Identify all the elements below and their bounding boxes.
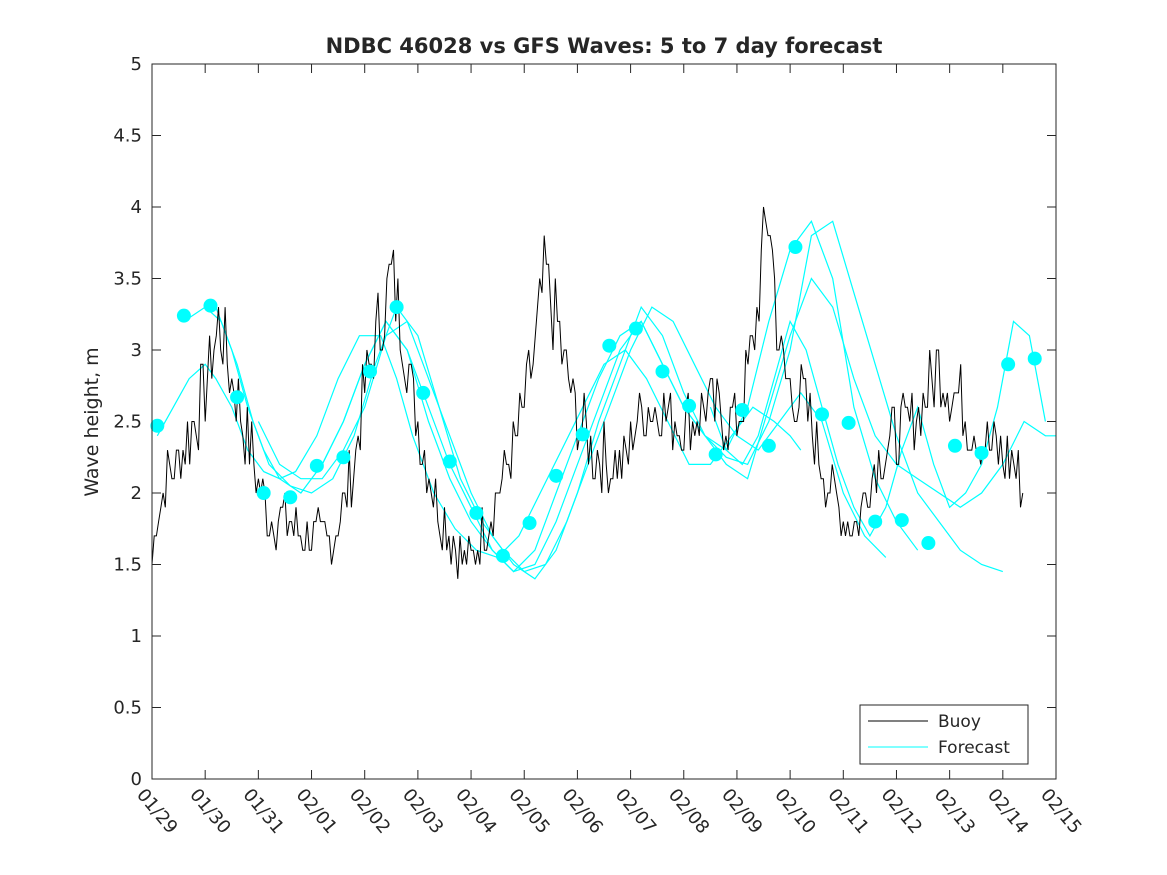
y-axis-label: Wave height, m xyxy=(81,347,103,496)
y-tick-label: 5 xyxy=(131,54,142,75)
forecast-marker xyxy=(469,506,484,521)
forecast-marker xyxy=(309,458,324,473)
forecast-marker xyxy=(230,390,245,405)
y-tick-label: 2.5 xyxy=(113,412,142,433)
y-tick-label: 3.5 xyxy=(113,269,142,290)
forecast-marker xyxy=(256,486,271,500)
forecast-marker xyxy=(575,427,590,442)
forecast-markers xyxy=(150,240,1042,563)
plot-frame xyxy=(151,63,1057,780)
forecast-marker xyxy=(761,438,776,453)
legend-box xyxy=(859,704,1029,765)
forecast-marker xyxy=(708,447,723,462)
forecast-marker xyxy=(1027,351,1042,366)
forecast-marker xyxy=(416,385,431,400)
y-tick-label: 1 xyxy=(131,626,142,647)
forecast-marker xyxy=(682,398,697,413)
forecast-marker xyxy=(815,407,830,422)
y-tick-label: 3 xyxy=(131,340,142,361)
forecast-marker xyxy=(735,403,750,418)
forecast-marker xyxy=(947,438,962,453)
forecast-marker xyxy=(894,513,909,528)
forecast-marker xyxy=(363,364,378,379)
forecast-marker xyxy=(283,490,298,505)
y-tick-label: 2 xyxy=(131,483,142,504)
forecast-marker xyxy=(150,418,165,433)
y-tick-label: 0 xyxy=(131,769,142,790)
y-tick-label: 0.5 xyxy=(113,698,142,719)
forecast-marker xyxy=(628,321,643,336)
forecast-marker xyxy=(336,450,351,465)
chart-title: NDBC 46028 vs GFS Waves: 5 to 7 day fore… xyxy=(326,34,883,58)
forecast-marker xyxy=(522,516,537,531)
forecast-marker xyxy=(841,415,856,430)
forecast-line-5 xyxy=(321,277,1056,573)
forecast-marker xyxy=(495,548,510,563)
forecast-marker xyxy=(974,445,989,460)
forecast-marker xyxy=(921,536,936,551)
legend: Buoy Forecast xyxy=(859,704,1029,765)
forecast-marker xyxy=(549,468,564,483)
forecast-marker xyxy=(203,298,218,313)
legend-buoy-label: Buoy xyxy=(938,712,981,732)
y-tick-label: 1.5 xyxy=(113,555,142,576)
forecast-marker xyxy=(868,514,883,529)
buoy-line xyxy=(152,206,1024,579)
y-tick-label: 4.5 xyxy=(113,126,142,147)
forecast-marker xyxy=(602,338,617,353)
y-tick-label: 4 xyxy=(131,197,142,218)
forecast-marker xyxy=(442,454,457,469)
forecast-marker xyxy=(1001,357,1016,372)
legend-forecast-label: Forecast xyxy=(938,738,1010,758)
forecast-marker xyxy=(655,364,670,379)
forecast-marker xyxy=(389,300,404,315)
forecast-marker xyxy=(176,308,191,323)
forecast-marker xyxy=(788,240,803,255)
